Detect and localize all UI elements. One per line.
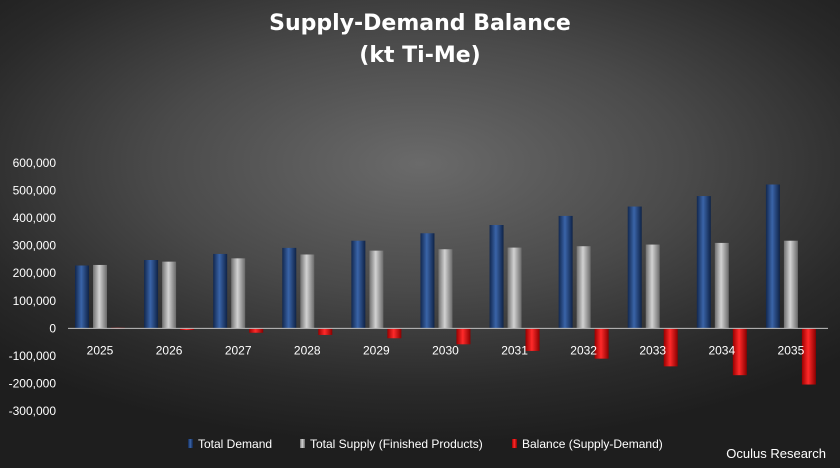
y-tick-label: -300,000 bbox=[9, 404, 57, 418]
y-tick-label: 200,000 bbox=[13, 266, 57, 280]
source-label: Oculus Research bbox=[726, 446, 826, 461]
balance-bar bbox=[594, 328, 609, 359]
demand-bar bbox=[213, 253, 228, 329]
supply-bar bbox=[507, 247, 522, 329]
x-category-label: 2032 bbox=[570, 343, 597, 357]
y-axis: 600,000 500,000 400,000 300,000 200,000 100,0… bbox=[9, 156, 57, 418]
demand-bar bbox=[489, 225, 504, 329]
balance-bar bbox=[249, 328, 264, 333]
balance-bar bbox=[801, 328, 816, 385]
supply-bar bbox=[300, 254, 315, 329]
legend-balance-label: Balance (Supply-Demand) bbox=[522, 437, 663, 451]
balance-bar bbox=[456, 328, 471, 345]
supply-bar bbox=[231, 258, 246, 329]
x-category-label: 2033 bbox=[639, 343, 666, 357]
demand-bar bbox=[75, 265, 89, 329]
legend-supply-label: Total Supply (Finished Products) bbox=[310, 437, 483, 451]
demand-bar bbox=[627, 206, 642, 329]
x-category-label: 2035 bbox=[778, 343, 805, 357]
chart-subtitle: (kt Ti-Me) bbox=[359, 43, 480, 68]
supply-bar bbox=[576, 246, 591, 329]
x-category-label: 2027 bbox=[225, 343, 252, 357]
balance-bar bbox=[318, 328, 333, 335]
demand-bar bbox=[420, 233, 435, 329]
demand-bar bbox=[558, 215, 573, 329]
x-category-label: 2031 bbox=[501, 343, 528, 357]
supply-bar bbox=[783, 240, 798, 329]
chart-title: Supply-Demand Balance bbox=[269, 11, 571, 36]
bars bbox=[75, 184, 816, 385]
y-tick-label: 300,000 bbox=[13, 239, 57, 253]
y-tick-label: 500,000 bbox=[13, 184, 57, 198]
supply-bar bbox=[162, 261, 177, 329]
demand-bar bbox=[765, 184, 780, 329]
supply-bar bbox=[438, 249, 453, 329]
demand-bar bbox=[282, 247, 297, 329]
balance-bar bbox=[180, 328, 195, 330]
demand-bar bbox=[351, 240, 366, 329]
x-category-label: 2030 bbox=[432, 343, 459, 357]
legend: Total Demand Total Supply (Finished Produ… bbox=[188, 437, 663, 451]
legend-demand-label: Total Demand bbox=[198, 437, 272, 451]
x-axis: 2025 2026 2027 2028 2029 2030 2031 2032 2033 2034… bbox=[87, 343, 805, 357]
legend-supply-swatch bbox=[300, 439, 305, 448]
supply-bar bbox=[714, 242, 729, 329]
balance-bar bbox=[525, 328, 540, 351]
y-tick-label: 600,000 bbox=[13, 156, 57, 170]
balance-bar bbox=[732, 328, 747, 376]
x-category-label: 2028 bbox=[294, 343, 321, 357]
demand-bar bbox=[144, 259, 159, 329]
y-tick-label: -200,000 bbox=[9, 376, 57, 390]
supply-bar bbox=[93, 264, 107, 329]
y-tick-label: 100,000 bbox=[13, 294, 57, 308]
supply-bar bbox=[369, 250, 384, 329]
x-category-label: 2025 bbox=[87, 343, 114, 357]
demand-bar bbox=[696, 196, 711, 329]
legend-balance-swatch bbox=[512, 439, 517, 448]
supply-bar bbox=[645, 244, 660, 329]
legend-demand-swatch bbox=[188, 439, 193, 448]
x-category-label: 2029 bbox=[363, 343, 390, 357]
y-tick-label: -100,000 bbox=[9, 349, 57, 363]
y-tick-label: 400,000 bbox=[13, 211, 57, 225]
balance-bar bbox=[387, 328, 402, 339]
x-category-label: 2034 bbox=[708, 343, 735, 357]
x-category-label: 2026 bbox=[156, 343, 183, 357]
y-tick-label: 0 bbox=[49, 321, 56, 335]
balance-bar bbox=[663, 328, 678, 367]
